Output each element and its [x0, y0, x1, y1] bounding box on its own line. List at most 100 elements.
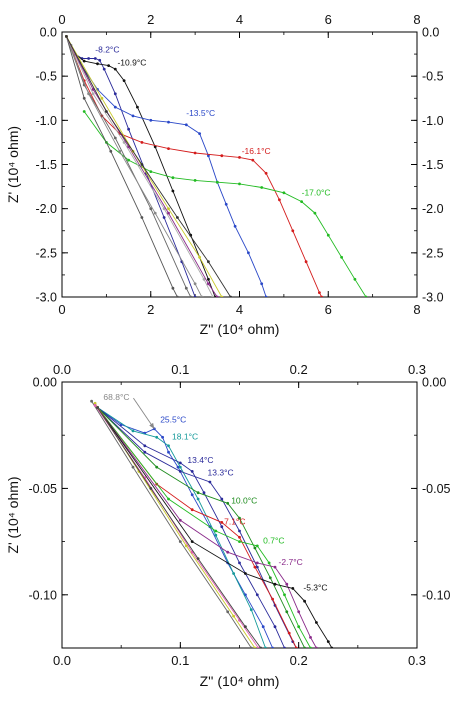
panel-bottom-chart: 0.00.00.10.10.20.20.30.30.00 0.00-0.05 -0.… — [5, 362, 451, 689]
data-point — [283, 646, 286, 648]
data-point — [326, 233, 330, 237]
y-tick-label-left: -3.0 — [35, 291, 57, 305]
data-point — [107, 64, 110, 67]
series-label: 25.5°C — [160, 414, 186, 424]
data-point — [220, 295, 224, 297]
data-point — [287, 631, 291, 635]
data-point — [178, 540, 182, 543]
data-point — [198, 132, 202, 136]
data-point — [273, 625, 277, 629]
data-point — [283, 593, 286, 597]
series-label: 0.7°C — [263, 536, 284, 546]
data-point — [98, 58, 102, 62]
y-tick-label-right: -2.0 — [422, 202, 444, 216]
data-point — [364, 295, 368, 297]
data-point — [207, 282, 210, 286]
data-point — [196, 557, 200, 560]
data-point — [253, 546, 257, 550]
data-point — [122, 141, 126, 144]
x-tick-label-top: 0 — [58, 12, 65, 27]
annotation-arrow-line — [133, 397, 155, 430]
x-tick-label-bottom: 2 — [147, 302, 154, 317]
data-point — [303, 599, 306, 603]
data-point — [264, 171, 268, 175]
data-point — [87, 92, 90, 96]
data-point — [304, 260, 308, 264]
data-point — [113, 136, 117, 140]
data-point — [238, 516, 241, 520]
data-point — [167, 207, 170, 211]
data-point — [190, 540, 194, 543]
data-point — [90, 399, 93, 403]
data-point — [93, 401, 97, 405]
data-point — [184, 123, 188, 127]
y-tick-label-right: -0.10 — [422, 588, 451, 602]
x-tick-label-top: 0.1 — [171, 362, 189, 377]
data-point — [233, 224, 237, 228]
data-point — [131, 114, 135, 118]
data-point — [226, 610, 230, 614]
data-point — [189, 295, 193, 297]
y-tick-label-left: -0.05 — [29, 482, 58, 496]
data-point — [161, 435, 165, 439]
data-point — [149, 118, 153, 122]
data-point — [261, 625, 265, 629]
x-tick-label-bottom: 6 — [325, 302, 332, 317]
series-label: 10.0°C — [231, 495, 257, 505]
data-point — [260, 282, 264, 286]
x-tick-label-top: 0.2 — [290, 362, 308, 377]
data-point — [215, 180, 219, 184]
data-point — [176, 295, 179, 297]
series-line — [97, 407, 333, 648]
data-point — [282, 191, 286, 195]
x-tick-label-bottom: 0 — [58, 302, 65, 317]
data-point — [253, 646, 257, 648]
data-point — [190, 470, 194, 473]
data-point — [214, 533, 218, 537]
data-point — [238, 156, 241, 159]
y-tick-label-left: 0.00 — [33, 376, 57, 390]
x-tick-label-bottom: 0.2 — [290, 653, 308, 668]
annotation-arrow-head — [149, 422, 155, 429]
series-line — [65, 36, 214, 297]
y-tick-label-right: -3.0 — [422, 291, 444, 305]
data-point — [82, 96, 86, 100]
data-point — [113, 92, 117, 96]
data-point — [176, 216, 179, 219]
data-point — [178, 461, 182, 465]
data-point — [267, 561, 271, 565]
x-axis-label: Z'' (10⁴ ohm) — [200, 321, 280, 337]
data-point — [309, 636, 312, 639]
data-point — [149, 207, 153, 211]
x-tick-label-top: 2 — [147, 12, 154, 27]
data-point — [93, 404, 97, 407]
data-point — [268, 576, 272, 580]
data-point — [143, 444, 147, 448]
y-tick-label-left: -0.5 — [35, 70, 57, 84]
data-point — [167, 147, 170, 151]
series-line — [97, 407, 297, 648]
data-point — [200, 295, 204, 297]
data-point — [238, 182, 241, 186]
x-tick-label-top: 8 — [413, 12, 420, 27]
series-label: -13.5°C — [186, 108, 215, 118]
annotation-label: 68.8°C — [103, 392, 129, 402]
data-point — [309, 646, 312, 648]
data-point — [213, 295, 217, 297]
plot-area — [65, 35, 368, 297]
data-point — [65, 35, 68, 38]
data-point — [167, 120, 170, 124]
series-label: 13.4°C — [187, 455, 213, 465]
data-point — [315, 646, 318, 648]
data-point — [178, 470, 182, 473]
data-point — [215, 295, 219, 297]
data-point — [326, 640, 330, 643]
data-point — [196, 497, 200, 501]
series-label: -5.3°C — [303, 583, 327, 593]
series-label: 13.3°C — [208, 468, 234, 478]
series-line — [97, 407, 317, 648]
data-point — [273, 565, 277, 569]
x-tick-label-bottom: 0.1 — [171, 653, 189, 668]
data-point — [220, 525, 224, 529]
y-tick-label-left: -1.5 — [35, 158, 57, 172]
